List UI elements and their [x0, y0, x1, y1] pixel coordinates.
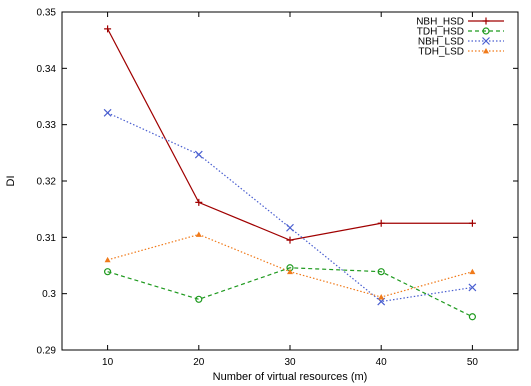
data-point-nbh-lsd	[286, 223, 294, 232]
legend-entry-nbh-hsd: NBH_HSD	[416, 17, 504, 28]
data-point-nbh-lsd	[468, 283, 477, 292]
y-tick-label: 0.3	[42, 289, 56, 300]
series-tdh-lsd	[104, 231, 476, 300]
legend-entry-tdh-hsd: TDH_HSD	[417, 27, 504, 38]
x-tick-label: 40	[376, 357, 388, 368]
x-axis-label: Number of virtual resources (m)	[213, 371, 368, 383]
legend-label: NBH_HSD	[416, 17, 464, 28]
data-point-nbh-hsd	[468, 219, 476, 227]
y-tick-label: 0.29	[37, 346, 57, 357]
data-point-nbh-hsd	[377, 219, 385, 227]
plot-area	[61, 11, 519, 351]
legend-entry-nbh-lsd: NBH_LSD	[418, 37, 504, 48]
axis-ticks: 10 20 30 40 50 0.29 0.3 0.31 0.32 0.33 0.34 0.35	[37, 8, 518, 368]
x-tick-label: 20	[193, 357, 205, 368]
data-point-tdh-lsd	[287, 268, 293, 275]
legend-label: TDH_LSD	[418, 47, 464, 58]
data-point-nbh-hsd	[104, 25, 112, 33]
data-point-tdh-lsd	[469, 268, 476, 275]
series-nbh-hsd	[104, 25, 476, 244]
y-tick-label: 0.33	[37, 120, 57, 131]
legend-swatch-marker	[482, 27, 490, 35]
series-nbh-lsd	[103, 108, 477, 306]
data-point-nbh-hsd	[286, 236, 294, 244]
legend-label: TDH_HSD	[417, 27, 464, 38]
series-line-tdh-hsd	[107, 267, 473, 318]
data-point-nbh-lsd	[194, 150, 203, 159]
data-point-nbh-lsd	[103, 108, 112, 117]
y-tick-label: 0.31	[37, 233, 57, 244]
y-tick-label: 0.32	[37, 177, 57, 188]
legend-swatch-marker	[483, 48, 489, 54]
x-tick-label: 10	[102, 357, 114, 368]
data-point-tdh-lsd	[104, 256, 111, 263]
legend-entry-tdh-lsd: TDH_LSD	[418, 47, 504, 58]
legend-swatch-marker	[482, 17, 490, 25]
x-tick-label: 30	[284, 357, 296, 368]
series-group	[103, 25, 477, 321]
y-tick-label: 0.35	[37, 8, 57, 19]
data-point-tdh-lsd	[195, 231, 202, 237]
data-point-tdh-hsd	[377, 268, 385, 276]
data-point-nbh-hsd	[195, 198, 203, 206]
legend-swatch-marker	[482, 37, 490, 45]
data-point-tdh-hsd	[468, 313, 476, 321]
x-tick-label: 50	[467, 357, 479, 368]
series-line-nbh-hsd	[107, 28, 473, 241]
data-point-tdh-hsd	[195, 295, 203, 303]
y-axis-label: DI	[5, 176, 17, 187]
data-point-tdh-hsd	[103, 268, 112, 276]
legend-label: NBH_LSD	[418, 37, 464, 48]
y-tick-label: 0.34	[37, 64, 57, 75]
data-point-tdh-lsd	[378, 294, 385, 300]
